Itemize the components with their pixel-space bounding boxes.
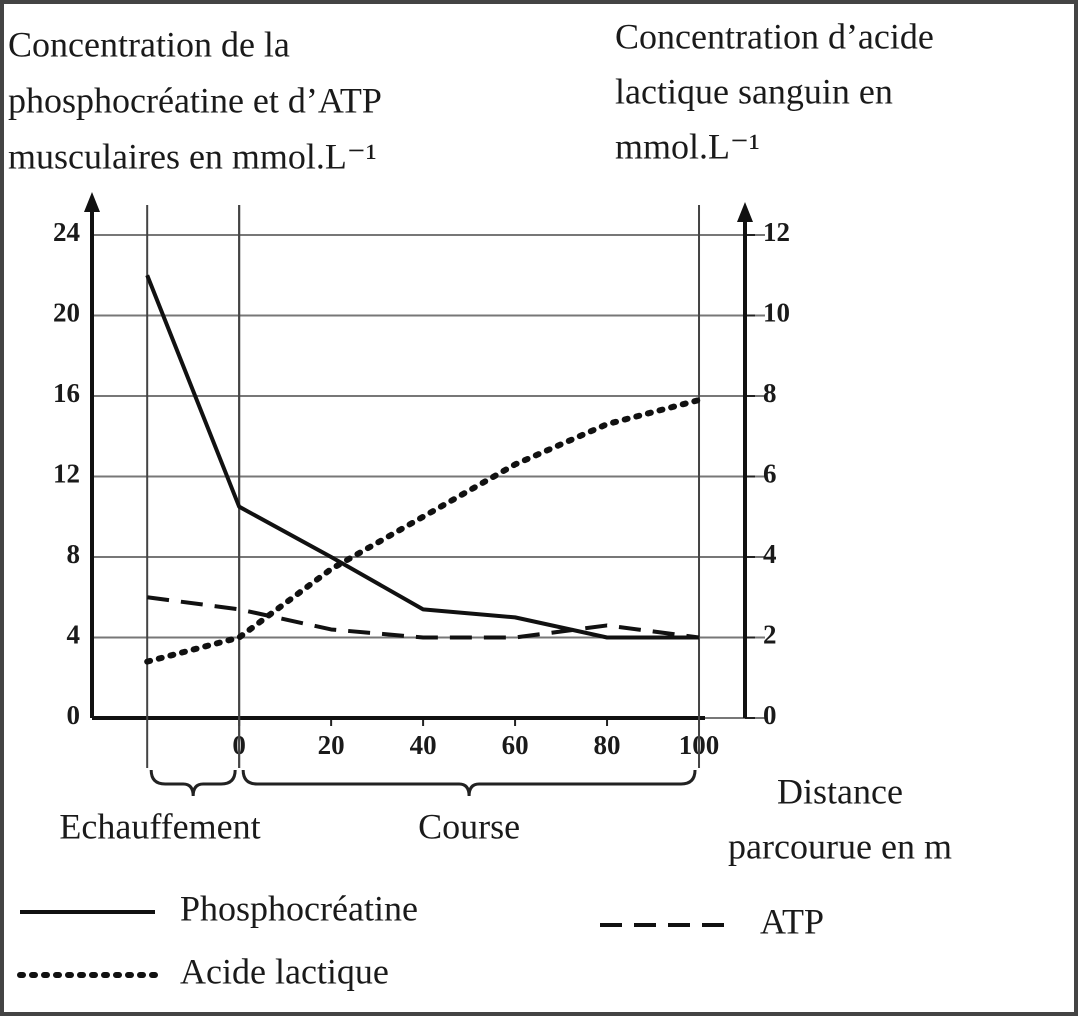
- y2-axis-label: mmol.L⁻¹: [615, 126, 760, 166]
- y-tick-label: 0: [67, 700, 81, 730]
- x-axis-label: parcourue en m: [728, 826, 952, 866]
- y2-tick-label: 8: [763, 378, 777, 408]
- legend-label: ATP: [760, 901, 824, 941]
- x-tick-label: 40: [410, 730, 437, 760]
- y-axis-label: Concentration de la: [8, 24, 290, 64]
- y2-tick-label: 6: [763, 459, 777, 489]
- y-tick-label: 16: [53, 378, 80, 408]
- x-tick-label: 20: [318, 730, 345, 760]
- x-axis-label: Distance: [777, 771, 903, 811]
- y2-axis-arrow: [737, 202, 753, 222]
- y-axis-label: phosphocréatine et d’ATP: [8, 80, 382, 120]
- legend-label: Phosphocréatine: [180, 888, 418, 928]
- period-brace: [149, 769, 237, 797]
- x-tick-label: 60: [502, 730, 529, 760]
- y-tick-label: 4: [67, 620, 81, 650]
- x-tick-label: 80: [594, 730, 621, 760]
- series-line: [146, 595, 700, 640]
- y2-tick-label: 12: [763, 217, 790, 247]
- y2-axis-label: lactique sanguin en: [615, 71, 893, 111]
- y2-tick-label: 2: [763, 620, 777, 650]
- series-line: [145, 274, 700, 640]
- y-axis-label: musculaires en mmol.L⁻¹: [8, 136, 377, 176]
- legend-label: Acide lactique: [180, 951, 389, 991]
- y-tick-label: 20: [53, 298, 80, 328]
- y-tick-label: 12: [53, 459, 80, 489]
- y2-axis-label: Concentration d’acide: [615, 16, 934, 56]
- period-label: Course: [418, 806, 520, 846]
- y2-tick-label: 0: [763, 700, 777, 730]
- y-tick-label: 24: [53, 217, 80, 247]
- series-line: [144, 397, 703, 665]
- period-label: Echauffement: [59, 806, 260, 846]
- y2-tick-label: 10: [763, 298, 790, 328]
- period-brace: [241, 769, 697, 797]
- y-axis-arrow: [84, 192, 100, 212]
- y2-tick-label: 4: [763, 539, 777, 569]
- y-tick-label: 8: [67, 539, 81, 569]
